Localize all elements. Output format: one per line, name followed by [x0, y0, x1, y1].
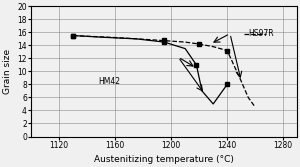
X-axis label: Austenitizing temperature (°C): Austenitizing temperature (°C) — [94, 155, 234, 164]
Text: HS97R: HS97R — [248, 29, 274, 38]
Text: HM42: HM42 — [98, 77, 120, 86]
Y-axis label: Grain size: Grain size — [3, 49, 12, 94]
